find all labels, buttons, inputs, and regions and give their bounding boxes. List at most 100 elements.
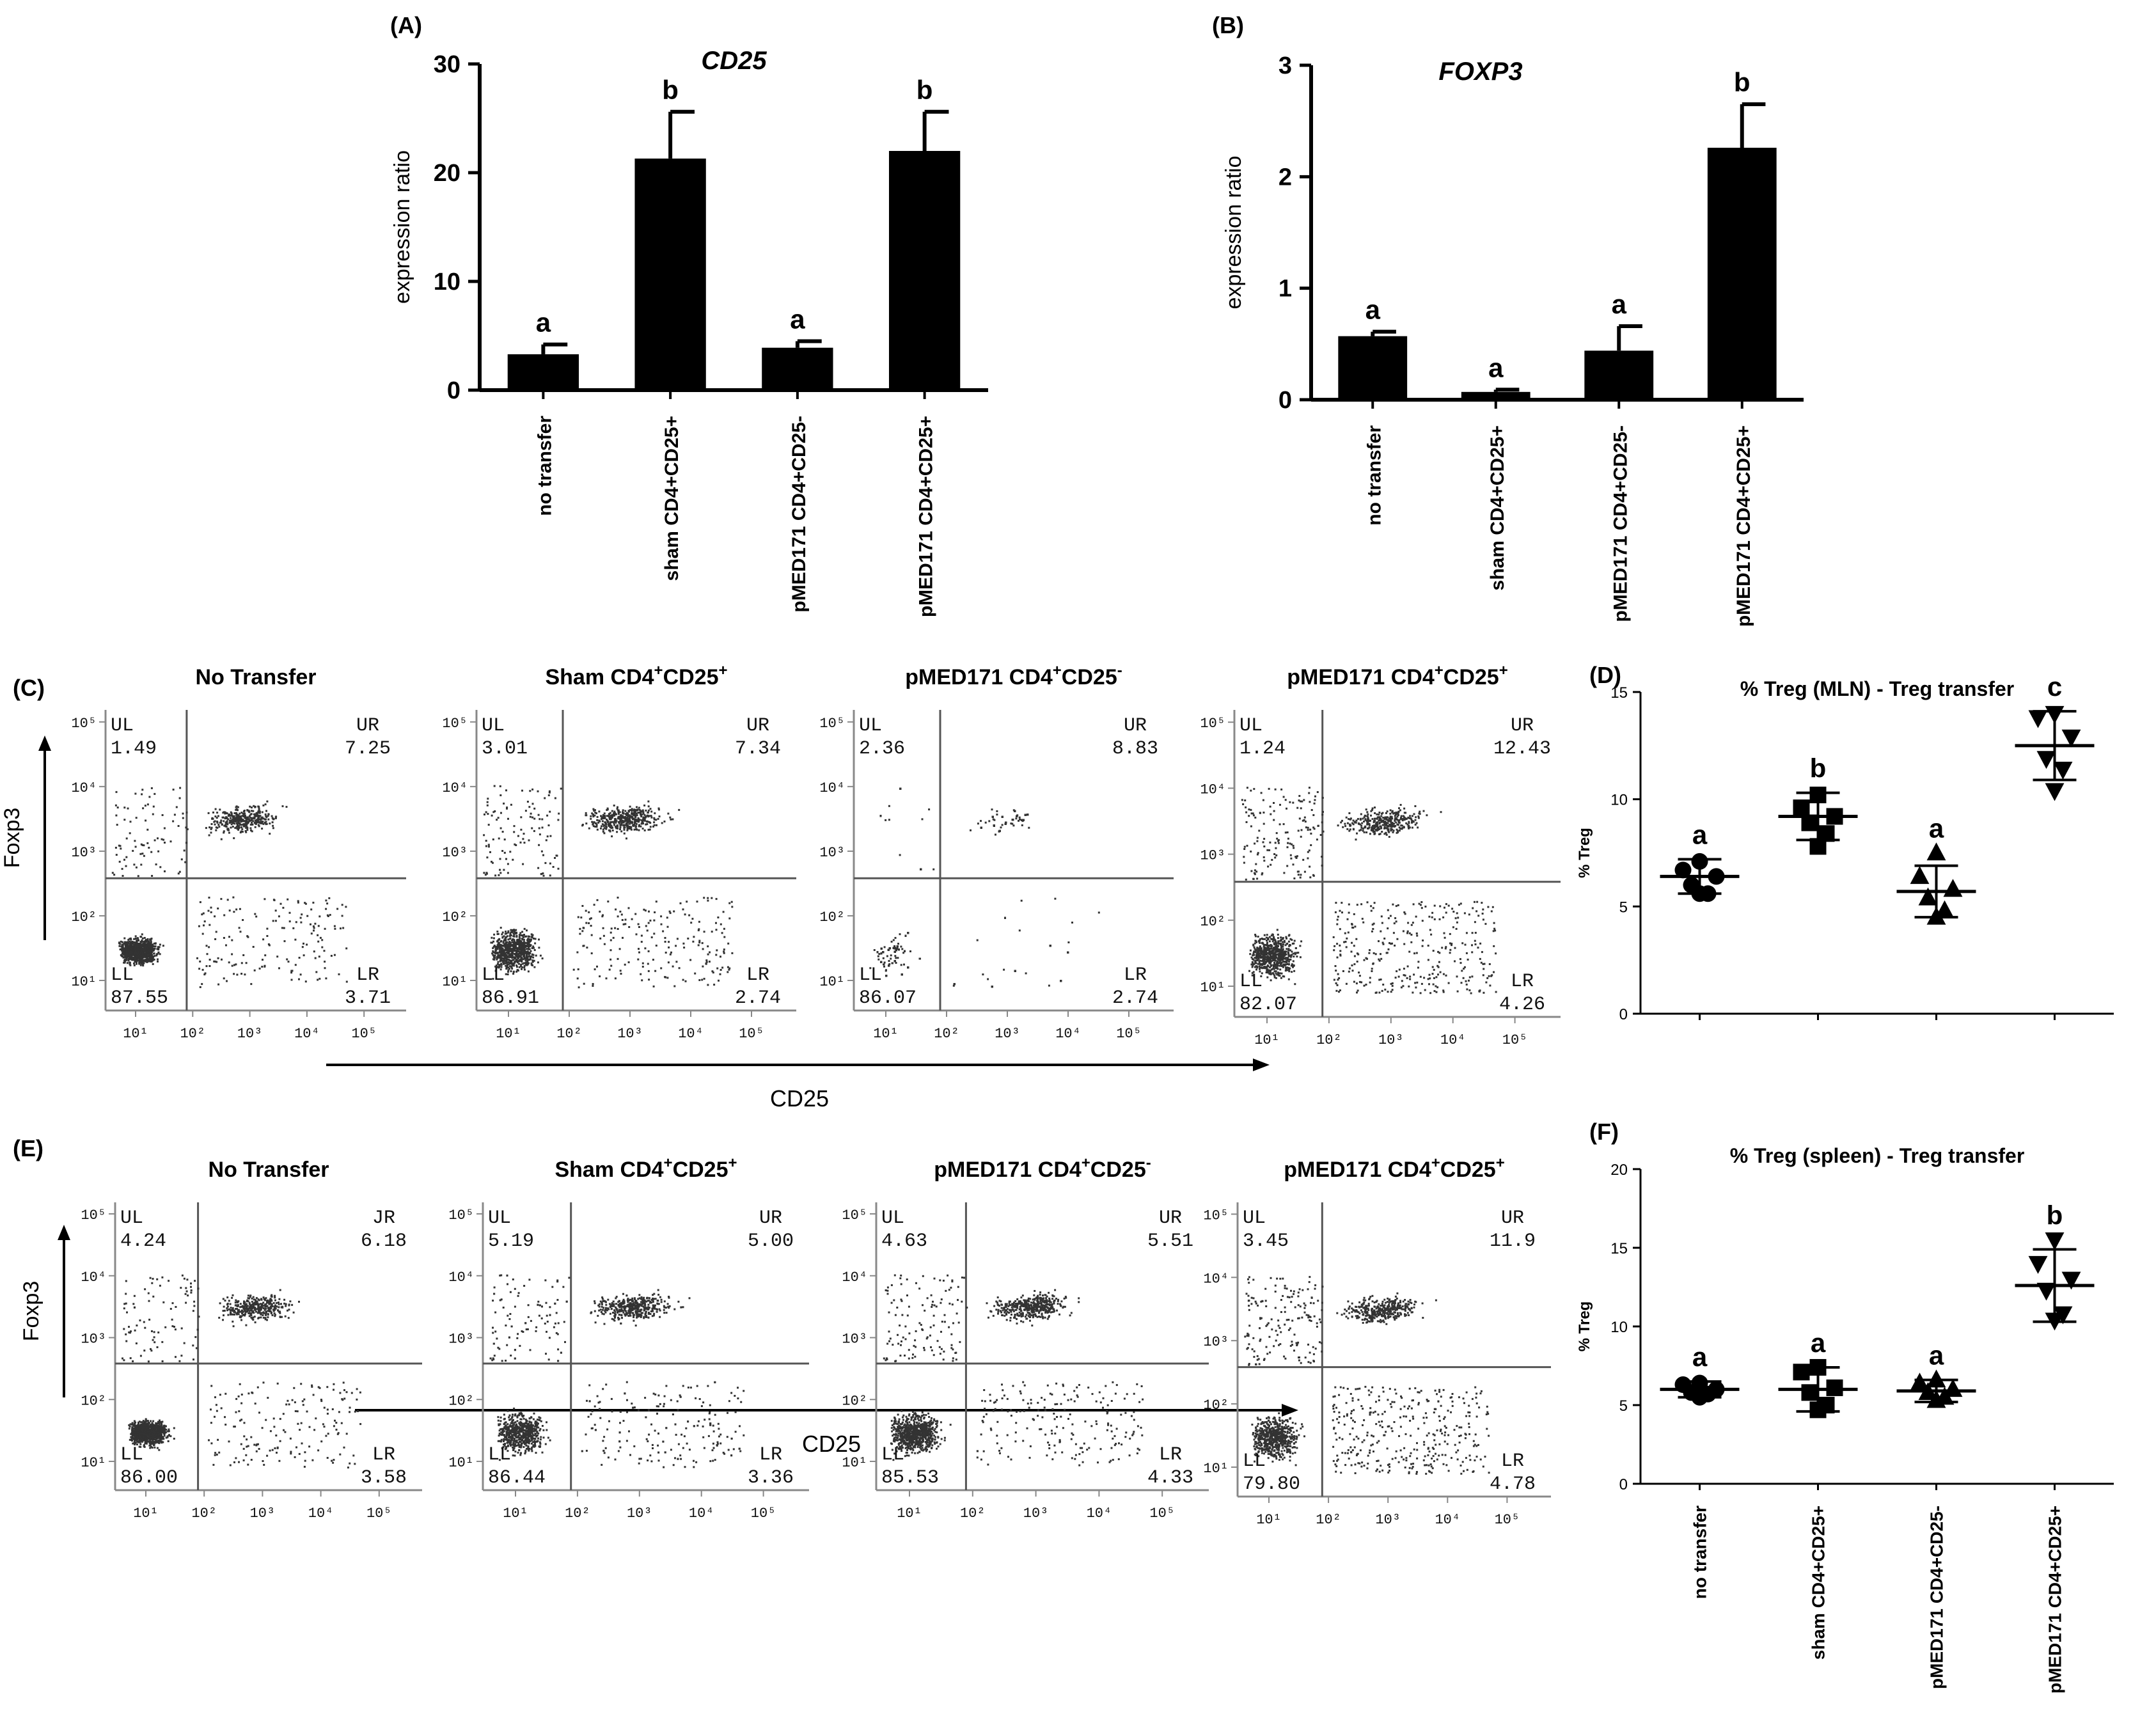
event-dot	[521, 953, 523, 955]
title-part: +	[654, 662, 663, 679]
event-dot	[242, 815, 245, 818]
event-dot	[599, 910, 601, 913]
event-dot	[901, 948, 904, 950]
event-dot	[127, 945, 130, 947]
event-dot	[138, 943, 140, 946]
event-dot	[138, 955, 140, 958]
event-dot	[146, 947, 149, 948]
event-dot	[721, 966, 724, 969]
event-dot	[231, 964, 233, 967]
event-dot	[205, 945, 208, 947]
event-dot	[516, 955, 519, 958]
event-dot	[522, 948, 524, 950]
event-dot	[238, 826, 240, 829]
event-dot	[131, 953, 134, 955]
event-dot	[650, 936, 653, 939]
event-dot	[1253, 788, 1255, 790]
event-dot	[505, 973, 507, 975]
event-dot	[629, 821, 632, 824]
event-dot	[1251, 958, 1254, 960]
event-dot	[233, 964, 235, 966]
event-dot	[657, 808, 660, 811]
event-dot	[264, 813, 267, 815]
event-dot	[333, 925, 336, 927]
event-dot	[530, 812, 532, 815]
event-dot	[523, 968, 526, 971]
event-dot	[248, 810, 250, 812]
event-dot	[237, 825, 239, 828]
event-dot	[702, 965, 704, 968]
event-dot	[624, 918, 627, 921]
quadrant-label-lr: LR	[1124, 964, 1147, 986]
event-dot	[636, 828, 638, 831]
event-dot	[129, 963, 131, 966]
event-dot	[526, 954, 528, 956]
event-dot	[144, 953, 146, 955]
event-dot	[633, 828, 636, 831]
event-dot	[711, 897, 713, 899]
event-dot	[134, 957, 136, 960]
event-dot	[1411, 821, 1413, 824]
event-dot	[132, 959, 134, 961]
event-dot	[503, 940, 505, 942]
event-dot	[127, 948, 129, 951]
event-dot	[617, 809, 620, 812]
event-dot	[510, 803, 512, 806]
event-dot	[314, 957, 317, 959]
event-dot	[156, 948, 159, 950]
event-dot	[492, 950, 494, 952]
event-dot	[633, 818, 636, 821]
event-dot	[262, 938, 265, 941]
event-dot	[1028, 826, 1030, 829]
event-dot	[521, 938, 523, 940]
event-dot	[505, 948, 507, 950]
event-dot	[515, 958, 518, 961]
event-dot	[620, 822, 623, 824]
event-dot	[629, 809, 631, 811]
event-dot	[513, 945, 515, 948]
event-dot	[301, 913, 303, 916]
event-dot	[523, 948, 525, 951]
event-dot	[304, 902, 307, 905]
event-dot	[707, 897, 709, 899]
event-dot	[492, 951, 494, 954]
event-dot	[144, 941, 146, 944]
event-dot	[121, 955, 123, 957]
event-dot	[250, 819, 253, 822]
event-dot	[508, 947, 511, 950]
event-dot	[265, 815, 267, 817]
event-dot	[895, 949, 897, 952]
event-dot	[493, 785, 496, 787]
title-part: CD25	[663, 665, 719, 689]
event-dot	[239, 931, 242, 933]
event-dot	[142, 964, 145, 967]
event-dot	[696, 900, 698, 903]
event-dot	[342, 927, 345, 929]
event-dot	[1001, 824, 1003, 826]
event-dot	[490, 941, 492, 944]
event-dot	[278, 915, 280, 918]
event-dot	[1249, 953, 1252, 955]
event-dot	[516, 942, 519, 945]
event-dot	[512, 954, 514, 957]
event-dot	[953, 983, 956, 986]
event-dots	[869, 787, 1100, 988]
event-dot	[524, 810, 527, 812]
category-label: pMED171 CD4+CD25+	[2045, 1506, 2065, 1694]
event-dot	[641, 809, 644, 812]
event-dot	[507, 973, 509, 975]
event-dot	[266, 927, 269, 930]
event-dot	[727, 942, 730, 945]
event-dot	[607, 824, 610, 826]
event-dot	[237, 814, 240, 817]
event-dot	[628, 828, 631, 830]
event-dot	[703, 897, 705, 899]
event-dot	[138, 951, 140, 953]
event-dot	[127, 954, 130, 957]
quadrant-label-ur: UR	[1124, 715, 1147, 737]
event-dot	[319, 915, 321, 918]
event-dot	[491, 941, 493, 944]
event-dot	[161, 814, 164, 816]
event-dot	[549, 874, 551, 877]
